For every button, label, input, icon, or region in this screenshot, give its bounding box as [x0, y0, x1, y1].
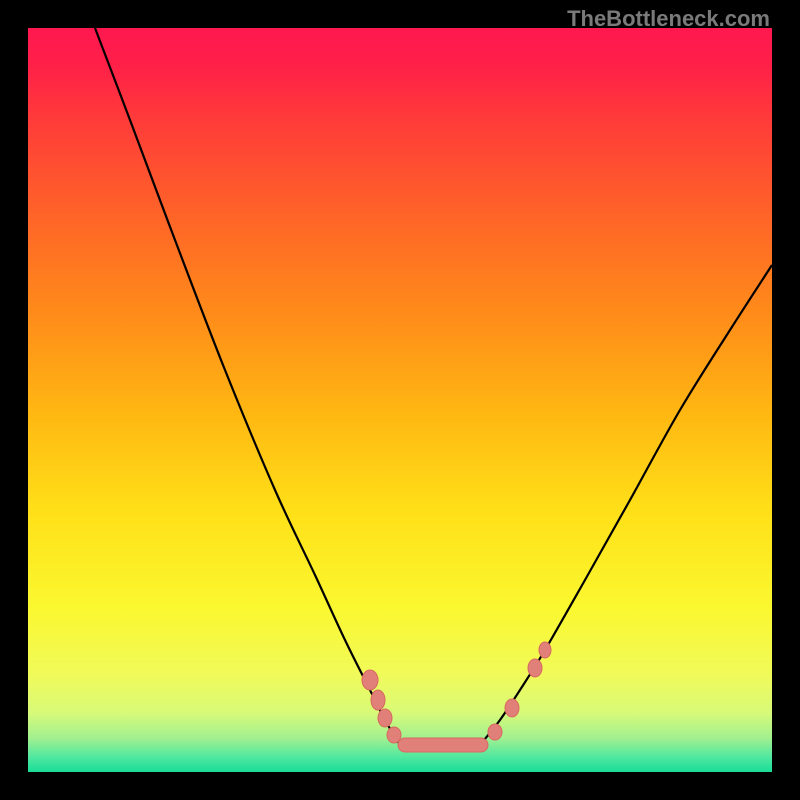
- trough-dot: [371, 690, 385, 710]
- trough-dot: [488, 724, 502, 740]
- trough-dot: [387, 727, 401, 743]
- trough-dot: [378, 709, 392, 727]
- trough-dot: [505, 699, 519, 717]
- bottleneck-chart: [0, 0, 800, 800]
- plot-background: [28, 28, 772, 772]
- trough-bar: [398, 738, 488, 752]
- trough-dot: [539, 642, 551, 658]
- watermark-text: TheBottleneck.com: [567, 6, 770, 32]
- trough-dot: [362, 670, 378, 690]
- trough-dot: [528, 659, 542, 677]
